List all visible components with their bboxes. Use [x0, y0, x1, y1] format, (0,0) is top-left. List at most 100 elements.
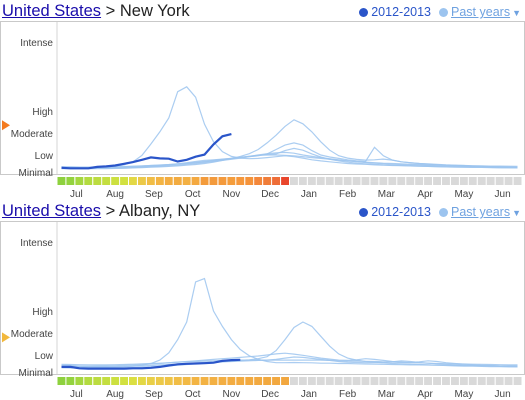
activity-bar-cell — [495, 377, 504, 385]
chart-frame — [0, 21, 525, 175]
activity-bar-cell — [513, 377, 522, 385]
activity-bar-cell — [442, 177, 450, 185]
activity-bar-cell — [451, 377, 459, 385]
activity-bar-cell — [209, 377, 218, 385]
activity-bar-cell — [290, 177, 298, 185]
activity-bar-cell — [504, 177, 513, 185]
activity-bar-cell — [424, 377, 432, 385]
activity-bar-cell — [459, 377, 468, 385]
x-month-label-dec: Dec — [261, 189, 279, 200]
activity-bar-cell — [227, 177, 236, 185]
activity-bar-cell — [102, 177, 111, 185]
x-month-label-oct: Oct — [185, 189, 201, 200]
activity-bar-cell — [397, 377, 406, 385]
activity-bar-cell — [191, 377, 200, 385]
past-season-line — [61, 147, 518, 169]
x-month-label-may: May — [454, 189, 473, 200]
y-level-label-high: High — [32, 307, 53, 318]
past-years-toggle[interactable]: Past years — [451, 5, 511, 19]
activity-bar-cell — [245, 177, 254, 185]
x-month-label-sep: Sep — [145, 389, 163, 400]
activity-bar-cell — [486, 177, 495, 185]
current-season-dot-icon — [359, 8, 369, 17]
current-season-line — [61, 358, 241, 370]
activity-bar-cell — [504, 377, 513, 385]
activity-bar-cell — [236, 177, 245, 185]
chart-frame — [0, 221, 525, 375]
activity-bar-cell — [138, 177, 146, 185]
activity-bar-cell — [397, 177, 406, 185]
place-name: New York — [119, 2, 190, 20]
activity-bar-cell — [164, 377, 173, 385]
past-season-line — [61, 356, 518, 368]
activity-bar-cell — [477, 177, 486, 185]
current-season-dot-icon — [359, 208, 369, 217]
panel-title: United States > Albany, NY — [2, 200, 200, 222]
activity-bar-cell — [164, 177, 173, 185]
activity-bar-cell — [352, 177, 361, 185]
activity-bar-cell — [146, 177, 155, 185]
activity-bar-cell — [298, 377, 307, 385]
x-month-label-jan: Jan — [301, 189, 317, 200]
activity-bar-cell — [84, 377, 93, 385]
chart-panel-albany: United States > Albany, NY 2012-2013 Past… — [0, 200, 525, 400]
activity-bar-cell — [111, 377, 120, 385]
activity-bar-cell — [218, 377, 227, 385]
activity-bar-cell — [66, 177, 75, 185]
activity-bar-cell — [102, 377, 111, 385]
activity-bar-cell — [66, 377, 75, 385]
activity-bar-cell — [182, 177, 191, 185]
activity-bar-cell — [236, 377, 245, 385]
activity-bar-cell — [120, 177, 128, 185]
activity-bar-cell — [129, 177, 137, 185]
activity-bar-cell — [272, 377, 280, 385]
y-level-label-high: High — [32, 107, 53, 118]
activity-bar-cell — [370, 177, 379, 185]
activity-bar-cell — [316, 377, 325, 385]
activity-bar-cell — [93, 377, 102, 385]
activity-bar-cell — [138, 377, 146, 385]
x-month-label-aug: Aug — [106, 389, 124, 400]
activity-bar-cell — [406, 177, 415, 185]
x-month-label-feb: Feb — [339, 189, 357, 200]
x-month-label-jul: Jul — [70, 389, 83, 400]
chart-legend: 2012-2013 Past years ▼ — [359, 203, 521, 221]
region-link[interactable]: United States — [2, 202, 102, 220]
chevron-down-icon[interactable]: ▼ — [512, 8, 521, 18]
activity-bar-cell — [200, 377, 209, 385]
activity-bar-cell — [468, 177, 477, 185]
activity-bar-cell — [146, 377, 155, 385]
activity-bar-cell — [352, 377, 361, 385]
activity-bar-cell — [173, 177, 182, 185]
past-season-line — [61, 352, 518, 367]
activity-bar-cell — [316, 177, 325, 185]
chevron-down-icon[interactable]: ▼ — [512, 208, 521, 218]
activity-bar-cell — [155, 377, 164, 385]
activity-bar-cell — [388, 377, 397, 385]
past-season-line — [61, 154, 518, 168]
x-month-label-jun: Jun — [495, 189, 511, 200]
activity-bar-cell — [370, 377, 379, 385]
x-month-label-jun: Jun — [495, 389, 511, 400]
activity-bar-cell — [379, 377, 388, 385]
activity-bar-cell — [218, 177, 227, 185]
x-month-label-oct: Oct — [185, 389, 201, 400]
activity-bar-cell — [468, 377, 477, 385]
activity-bar-cell — [191, 177, 200, 185]
past-years-dot-icon — [439, 8, 449, 17]
activity-bar-cell — [513, 177, 522, 185]
past-years-toggle[interactable]: Past years — [451, 205, 511, 219]
activity-bar-cell — [227, 377, 236, 385]
legend-current-season: 2012-2013 — [371, 205, 432, 219]
place-name: Albany, NY — [118, 202, 201, 220]
legend-current-season: 2012-2013 — [371, 5, 432, 19]
region-link[interactable]: United States — [2, 2, 102, 20]
x-month-label-dec: Dec — [261, 389, 279, 400]
activity-bar-cell — [263, 377, 272, 385]
activity-bar-cell — [93, 177, 102, 185]
x-month-label-jul: Jul — [70, 189, 83, 200]
activity-bar-cell — [486, 377, 495, 385]
breadcrumb-separator: > — [101, 2, 120, 20]
activity-bar-cell — [415, 377, 424, 385]
activity-bar-cell — [361, 377, 370, 385]
